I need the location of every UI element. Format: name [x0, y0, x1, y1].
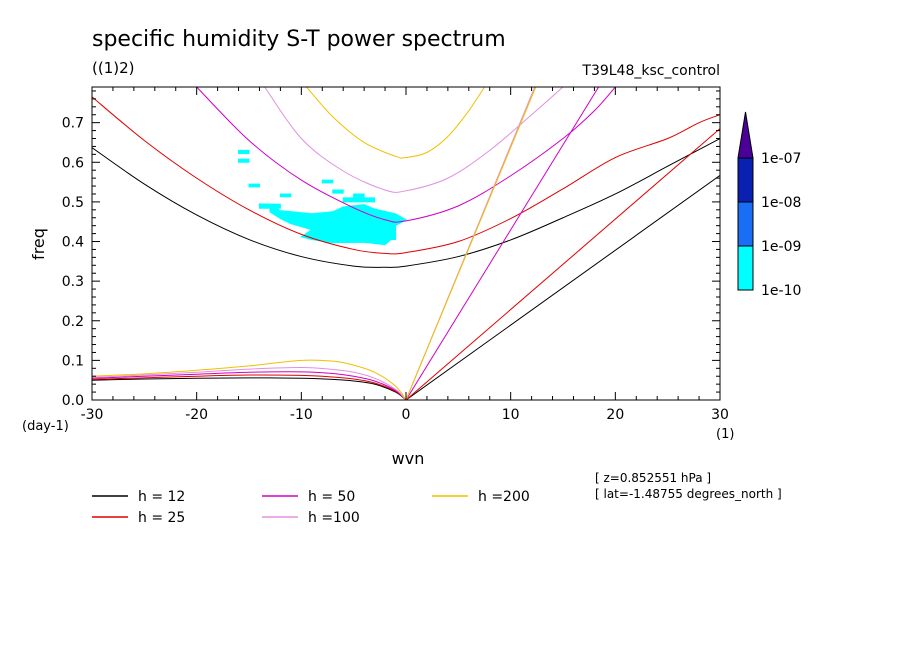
series-2-kelvin-curve — [405, 128, 720, 400]
chart-subtitle-left: ((1)2) — [92, 59, 135, 77]
colorbar-segment — [737, 201, 754, 247]
colorbar-label: 1e-08 — [761, 195, 801, 211]
x-tick-label: -10 — [290, 407, 313, 423]
y-tick-label: 0.0 — [62, 393, 84, 409]
series-3-kelvin-curve — [405, 87, 600, 400]
y-axis-label: freq — [29, 228, 48, 260]
info-level: [ z=0.852551 hPa ] — [595, 471, 711, 485]
x-tick-label: 10 — [502, 407, 520, 423]
series-1-rossby-curve — [92, 377, 407, 400]
shaded-region-8 — [279, 193, 292, 198]
legend-label: h = 12 — [138, 489, 185, 505]
x-tick-label: -20 — [185, 407, 208, 423]
x-tick-label: -30 — [81, 407, 104, 423]
colorbar: 1e-07 1e-08 1e-09 1e-10 — [737, 111, 801, 299]
series-4-inertia-gravity-curve — [264, 87, 564, 193]
y-tick-label: 0.7 — [62, 116, 84, 132]
shaded-region-7 — [248, 183, 260, 188]
series-5-rossby-curve — [92, 359, 407, 400]
shaded-region-2 — [342, 197, 376, 203]
shaded-region-5 — [374, 233, 397, 241]
info-latitude: [ lat=-1.48755 degrees_north ] — [595, 487, 782, 501]
shaded-region-6 — [353, 193, 365, 198]
plot-frame — [91, 86, 721, 401]
y-tick-label: 0.1 — [62, 353, 84, 369]
shaded-region-9 — [238, 158, 250, 163]
colorbar-label: 1e-07 — [761, 151, 801, 167]
series-5-kelvin-curve — [405, 87, 537, 400]
series-1-kelvin-curve — [405, 174, 720, 400]
shaded-region-4 — [238, 149, 250, 155]
series-2-inertia-gravity-curve — [92, 96, 720, 255]
colorbar-label: 1e-10 — [761, 283, 801, 299]
legend-label: h = 25 — [138, 510, 185, 526]
series-2-rossby-curve — [92, 374, 407, 400]
y-tick-label: 0.3 — [62, 274, 84, 290]
legend-label: h =200 — [478, 489, 530, 505]
series-3-inertia-gravity-curve — [196, 87, 616, 223]
x-tick-label: 0 — [402, 407, 411, 423]
y-tick-label: 0.2 — [62, 314, 84, 330]
shaded-region-10 — [332, 189, 344, 194]
y-tick-label: 0.5 — [62, 195, 84, 211]
series-3-rossby-curve — [92, 371, 407, 400]
legend-label: h = 50 — [308, 489, 355, 505]
x-axis-label: wvn — [392, 449, 425, 468]
colorbar-arrow — [737, 111, 754, 159]
shaded-region-1 — [258, 203, 281, 209]
series-5-inertia-gravity-curve — [306, 87, 485, 159]
x-tick-label: 20 — [606, 407, 624, 423]
x-axis-unit: (1) — [716, 427, 734, 442]
series-4-rossby-curve — [92, 367, 407, 400]
y-axis-unit: (day-1) — [22, 419, 69, 434]
colorbar-segment — [737, 245, 754, 291]
axis-ticks: -30 -20 -10 0 10 20 30 0.0 0.1 0.2 0.3 0.4 0.5 0.6 0.7 — [62, 87, 729, 423]
chart-subtitle-right: T39L48_ksc_control — [581, 63, 720, 79]
legend-label: h =100 — [308, 510, 360, 526]
shaded-power-layer — [238, 149, 408, 246]
colorbar-label: 1e-09 — [761, 239, 801, 255]
legend: h = 12 h = 25 h = 50 h =100 h =200 — [92, 489, 530, 526]
shaded-region-3 — [321, 179, 334, 184]
colorbar-segment — [737, 157, 754, 203]
y-tick-label: 0.6 — [62, 155, 84, 171]
dispersion-curves-layer — [92, 87, 720, 400]
chart-title: specific humidity S-T power spectrum — [92, 27, 506, 52]
series-1-inertia-gravity-curve — [92, 138, 720, 268]
y-tick-label: 0.4 — [62, 235, 84, 251]
x-tick-label: 30 — [711, 407, 729, 423]
